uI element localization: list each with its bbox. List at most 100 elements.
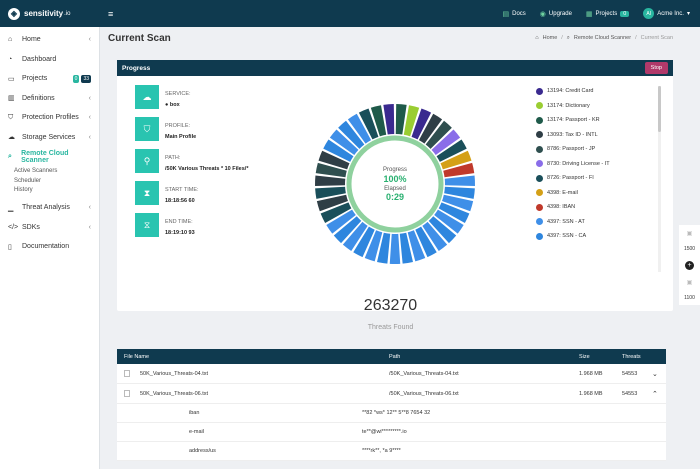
donut-slice[interactable] bbox=[389, 233, 401, 264]
donut-slice[interactable] bbox=[436, 139, 467, 162]
donut-slice[interactable] bbox=[338, 120, 365, 149]
sidebar-item-remote-cloud-scanner[interactable]: ⌕ Remote Cloud Scanner bbox=[0, 147, 99, 167]
legend-item[interactable]: 4397: SSN - AT bbox=[536, 215, 656, 230]
sidebar-item-documentation[interactable]: ▯ Documentation bbox=[0, 237, 99, 257]
donut-slice[interactable] bbox=[364, 230, 383, 262]
collapse-toggle-icon[interactable]: ⌃ bbox=[652, 390, 658, 398]
donut-slice[interactable] bbox=[347, 113, 372, 144]
sidebar-subitem-history[interactable]: History bbox=[14, 187, 33, 194]
legend-scroll-thumb[interactable] bbox=[658, 86, 661, 132]
donut-slice[interactable] bbox=[315, 162, 347, 178]
donut-slice[interactable] bbox=[395, 104, 407, 135]
chevron-icon: ‹ bbox=[88, 133, 91, 141]
donut-slice[interactable] bbox=[370, 105, 387, 137]
code-icon: </> bbox=[8, 223, 19, 231]
donut-slice[interactable] bbox=[442, 194, 474, 212]
detail-value: te**@wi*********.io bbox=[362, 429, 407, 435]
table-row[interactable]: 50K_Various_Threats-04.txt /50K_Various_… bbox=[117, 364, 666, 384]
sidebar-subitem-active-scanners[interactable]: Active Scanners bbox=[14, 168, 58, 175]
user-menu[interactable]: AI Acme Inc. ▾ bbox=[643, 8, 690, 19]
info-value: 18:19:10 93 bbox=[165, 230, 195, 236]
sidebar-item-threat-analysis[interactable]: ▁ Threat Analysis ‹ bbox=[0, 198, 99, 218]
brand-logo[interactable]: ◈ sensitivity .io bbox=[0, 7, 100, 20]
donut-slice[interactable] bbox=[320, 202, 352, 223]
donut-slice[interactable] bbox=[318, 150, 350, 170]
sidebar-item-protection-profiles[interactable]: ⛉ Protection Profiles ‹ bbox=[0, 108, 99, 128]
legend-item[interactable]: 8726: Passport - FI bbox=[536, 171, 656, 186]
donut-slice[interactable] bbox=[329, 129, 359, 155]
expand-toggle-icon[interactable]: ⌄ bbox=[652, 370, 658, 378]
threats-label: Threats Found bbox=[367, 324, 414, 331]
donut-slice[interactable] bbox=[407, 230, 426, 262]
file-threats: 54553 bbox=[622, 390, 638, 397]
donut-slice[interactable] bbox=[415, 226, 437, 258]
donut-slice[interactable] bbox=[444, 186, 475, 199]
legend-item[interactable]: 4398: E-mail bbox=[536, 186, 656, 201]
scan-info-list: ☁ SERVICE: ● box ⛉ PROFILE: Main Profile ⚲ PA… bbox=[135, 85, 290, 245]
donut-slice[interactable] bbox=[353, 226, 375, 258]
sidebar-item-label: Documentation bbox=[22, 243, 70, 251]
donut-slice[interactable] bbox=[440, 150, 472, 170]
info-label: END TIME: bbox=[165, 219, 193, 225]
donut-slice[interactable] bbox=[315, 186, 346, 199]
donut-slice[interactable] bbox=[418, 113, 443, 144]
col-header-size[interactable]: Size bbox=[579, 353, 590, 360]
table-row[interactable]: 50K_Various_Threats-06.txt /50K_Various_… bbox=[117, 384, 666, 404]
projects-link[interactable]: ▦ Projects 0 bbox=[586, 10, 630, 18]
sidebar-item-storage-services[interactable]: ☁ Storage Services ‹ bbox=[0, 128, 99, 148]
legend-item[interactable]: 4398: IBAN bbox=[536, 200, 656, 215]
donut-slice[interactable] bbox=[323, 139, 354, 162]
detail-row: address/us ****rk**, *a 9**** bbox=[117, 442, 666, 461]
legend-scrollbar[interactable] bbox=[658, 86, 661, 272]
legend-item[interactable]: 13174: Dictionary bbox=[536, 99, 656, 114]
donut-slice[interactable] bbox=[333, 216, 362, 244]
col-header-file-name[interactable]: File Name bbox=[124, 353, 150, 360]
sidebar-item-projects[interactable]: ▭ Projects 0 33 bbox=[0, 69, 99, 89]
donut-slice[interactable] bbox=[431, 129, 461, 155]
file-icon bbox=[124, 390, 130, 397]
docs-link[interactable]: ▤ Docs bbox=[503, 10, 526, 18]
donut-slice[interactable] bbox=[422, 221, 448, 251]
donut-slice[interactable] bbox=[342, 221, 368, 251]
files-table: File Name Path Size Threats 50K_Various_… bbox=[117, 349, 666, 461]
sidebar-subitem-scheduler[interactable]: Scheduler bbox=[14, 177, 42, 184]
donut-slice[interactable] bbox=[315, 175, 346, 187]
donut-slice[interactable] bbox=[358, 108, 379, 140]
donut-slice[interactable] bbox=[411, 108, 432, 140]
legend-item[interactable]: 8730: Driving License - IT bbox=[536, 157, 656, 172]
donut-slice[interactable] bbox=[316, 194, 348, 212]
col-header-path[interactable]: Path bbox=[389, 353, 401, 360]
donut-slice[interactable] bbox=[326, 209, 356, 234]
legend-item[interactable]: 4397: SSN - CA bbox=[536, 229, 656, 244]
donut-svg bbox=[315, 104, 475, 264]
stop-button[interactable]: Stop bbox=[644, 62, 668, 74]
sidebar-item-definitions[interactable]: ▥ Definitions ‹ bbox=[0, 89, 99, 109]
legend-item[interactable]: 13194: Credit Card bbox=[536, 84, 656, 99]
legend-item[interactable]: 13093: Tax ID - INTL bbox=[536, 128, 656, 143]
sidebar-item-sdks[interactable]: </> SDKs ‹ bbox=[0, 218, 99, 238]
docs-icon: ▤ bbox=[502, 10, 510, 18]
breadcrumb-home[interactable]: Home bbox=[542, 35, 558, 41]
breadcrumb-remote-cloud-scanner[interactable]: Remote Cloud Scanner bbox=[573, 35, 632, 41]
donut-slice[interactable] bbox=[425, 120, 452, 149]
donut-slice[interactable] bbox=[403, 105, 420, 137]
donut-slice[interactable] bbox=[444, 175, 475, 187]
donut-slice[interactable] bbox=[443, 162, 475, 178]
sidebar-item-dashboard[interactable]: ◔ Dashboard bbox=[0, 50, 99, 70]
legend-item[interactable]: 13174: Passport - KR bbox=[536, 113, 656, 128]
sidebar-item-home[interactable]: ⌂ Home ‹ bbox=[0, 30, 99, 50]
user-name: Acme Inc. bbox=[657, 10, 684, 17]
add-icon[interactable]: + bbox=[685, 260, 694, 270]
legend-item[interactable]: 8786: Passport - JP bbox=[536, 142, 656, 157]
legend-label: 13174: Passport - KR bbox=[547, 117, 600, 124]
upgrade-link[interactable]: ◉ Upgrade bbox=[540, 10, 572, 18]
shield-icon: ⛉ bbox=[8, 113, 14, 121]
col-header-threats[interactable]: Threats bbox=[622, 353, 641, 360]
donut-slice[interactable] bbox=[434, 209, 464, 234]
donut-slice[interactable] bbox=[377, 232, 391, 264]
donut-slice[interactable] bbox=[438, 202, 470, 223]
donut-slice[interactable] bbox=[428, 216, 457, 244]
hamburger-icon[interactable]: ≡ bbox=[108, 8, 114, 19]
donut-slice[interactable] bbox=[399, 232, 413, 264]
donut-slice[interactable] bbox=[383, 104, 395, 135]
